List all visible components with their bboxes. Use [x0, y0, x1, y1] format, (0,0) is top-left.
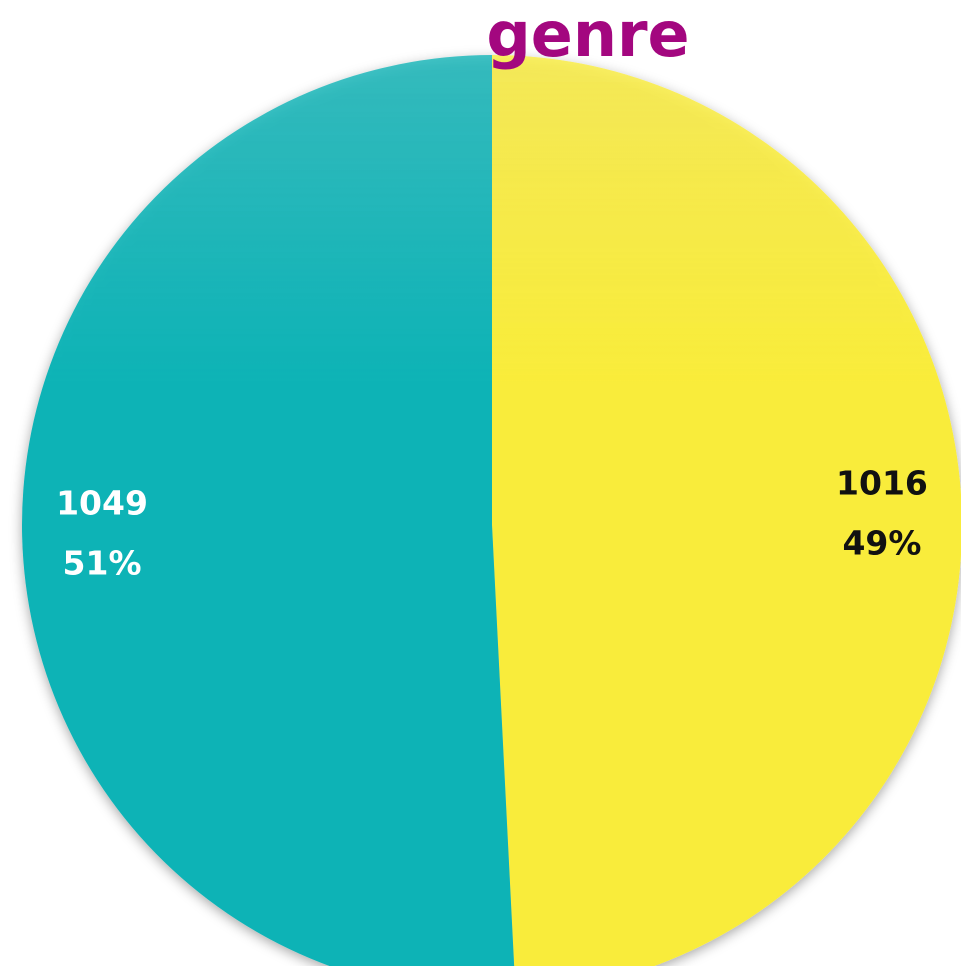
- percent-label: 49%: [842, 524, 921, 563]
- pie-slice: [22, 55, 515, 966]
- value-label: 1049: [56, 483, 148, 522]
- labels: 1016 49% 1049 51%: [56, 464, 928, 583]
- pie: [22, 55, 961, 966]
- value-label: 1016: [836, 464, 928, 503]
- pie-slice: [492, 55, 961, 966]
- chart-title: genre: [486, 0, 689, 71]
- percent-label: 51%: [63, 543, 142, 582]
